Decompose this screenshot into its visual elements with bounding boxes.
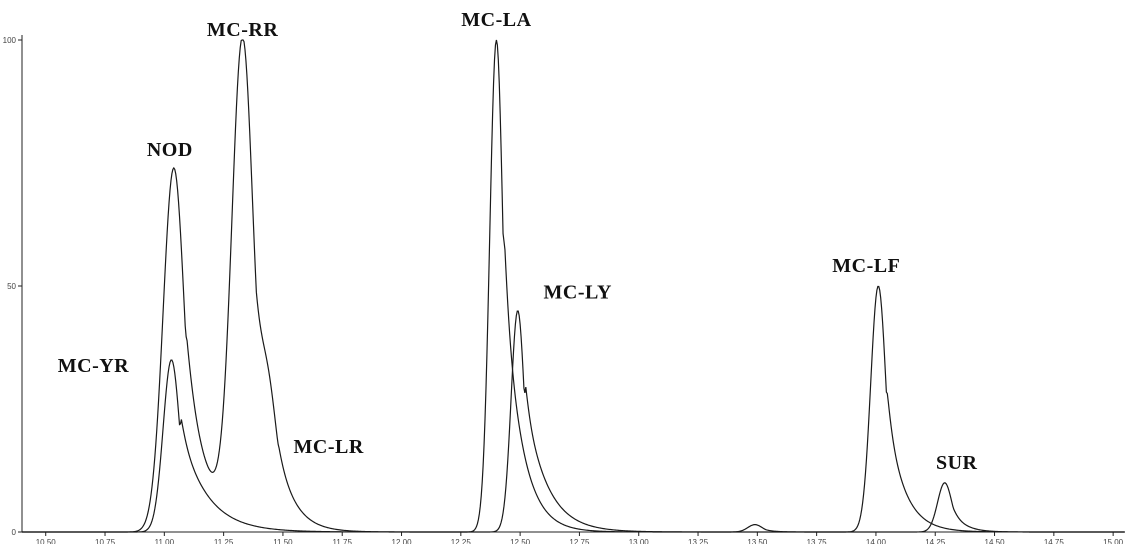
- trace-line-2: [22, 39, 1125, 533]
- x-tick-label: 13.50: [747, 538, 768, 544]
- x-tick-label: 15.00: [1103, 538, 1124, 544]
- x-tick-label: 12.00: [392, 538, 413, 544]
- peak-label: MC-LY: [544, 282, 612, 304]
- y-ticks: 0 50 100: [3, 36, 22, 537]
- x-tick-label: 10.50: [36, 538, 57, 544]
- peak-label: SUR: [936, 452, 978, 474]
- peak-labels: MC-RR NOD MC-YR MC-LR MC-LA MC-LY MC-LF SUR: [58, 9, 978, 474]
- x-tick-label: 12.75: [569, 538, 590, 544]
- peak-label: MC-LA: [461, 9, 531, 31]
- peak-label: MC-LF: [832, 255, 900, 277]
- x-tick-label: 11.75: [333, 538, 353, 544]
- traces: [22, 39, 1125, 533]
- x-tick-label: 14.00: [866, 538, 887, 544]
- axes: [21, 35, 1125, 533]
- x-tick-label: 11.50: [273, 538, 293, 544]
- x-tick-label: 12.25: [451, 538, 472, 544]
- y-tick-label: 50: [7, 282, 16, 291]
- x-tick-label: 13.75: [807, 538, 828, 544]
- x-tick-label: 11.00: [155, 538, 175, 544]
- x-tick-label: 14.25: [925, 538, 946, 544]
- peak-label: MC-YR: [58, 355, 129, 377]
- trace-line-1: [22, 39, 1125, 533]
- x-ticks: 10.50 10.75 11.00 11.25 11.50 11.75 12.00 12.25…: [36, 532, 1124, 544]
- x-tick-label: 12.50: [510, 538, 531, 544]
- y-tick-label: 100: [3, 36, 17, 45]
- x-tick-label: 14.50: [985, 538, 1006, 544]
- x-tick-label: 13.25: [688, 538, 709, 544]
- peak-label: MC-LR: [294, 436, 364, 458]
- peak-label: NOD: [147, 139, 193, 161]
- x-tick-label: 13.00: [629, 538, 650, 544]
- peak-label: MC-RR: [207, 19, 278, 41]
- x-tick-label: 11.25: [214, 538, 234, 544]
- y-tick-label: 0: [12, 528, 17, 537]
- x-tick-label: 14.75: [1044, 538, 1065, 544]
- x-tick-label: 10.75: [95, 538, 116, 544]
